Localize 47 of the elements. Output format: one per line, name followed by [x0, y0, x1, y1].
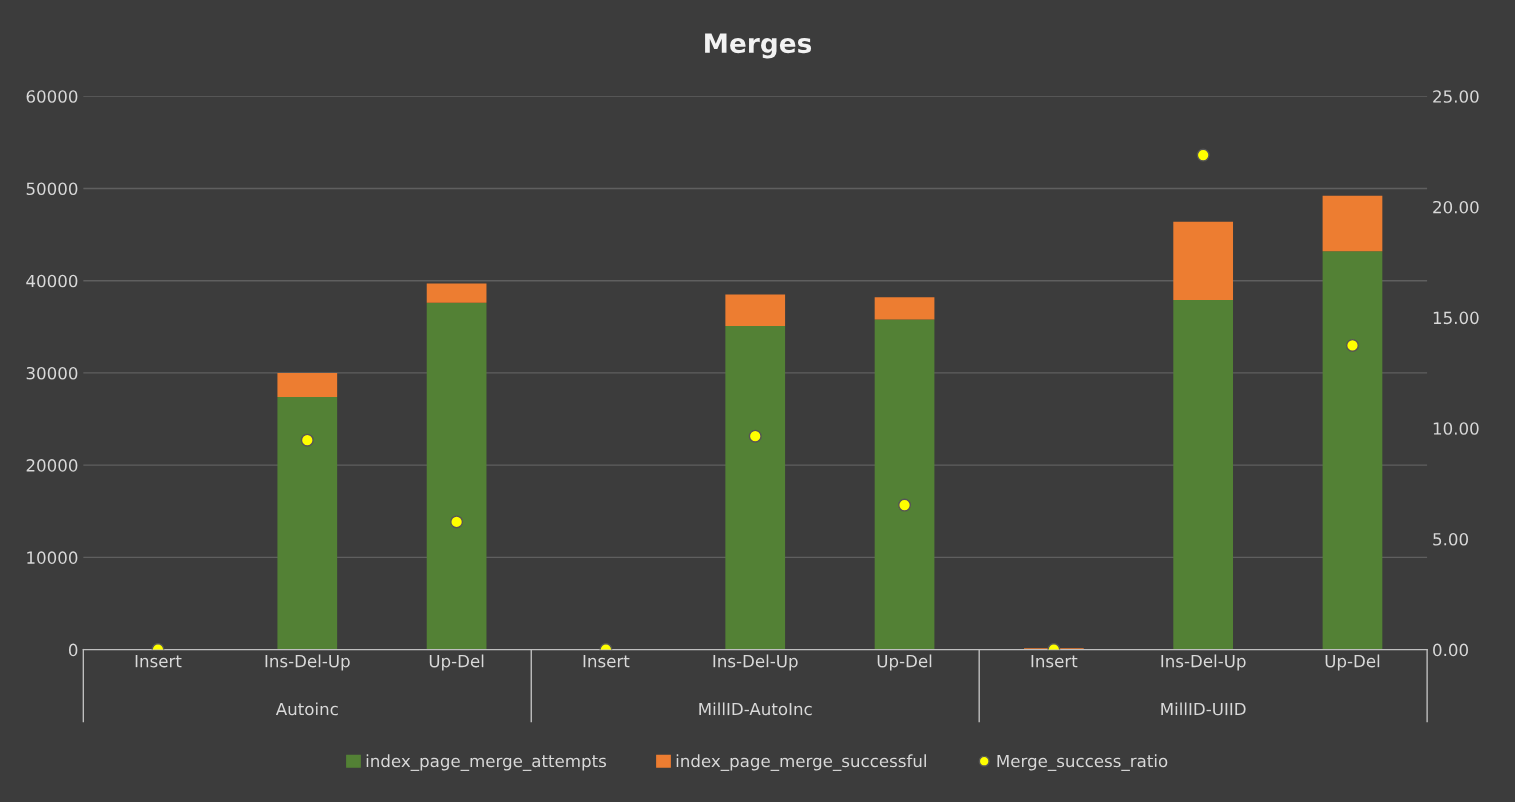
chart-title: Merges [705, 33, 812, 59]
y2-tick-label: 5.00 [1433, 532, 1468, 546]
bar [1173, 300, 1234, 650]
point [748, 429, 762, 443]
x-tick-label: Up-Del [429, 654, 484, 671]
y-tick-label: 10000 [27, 551, 78, 564]
bar [426, 283, 487, 303]
x-tick-label: Ins-Del-Up [1161, 654, 1246, 671]
text: Autoinc [275, 702, 338, 716]
bar [1322, 251, 1383, 650]
point [450, 515, 464, 529]
bar [725, 294, 786, 326]
legend-label: index_page_merge_attempts [366, 754, 607, 771]
y-tick-label: 0 [68, 643, 78, 657]
point [300, 433, 314, 447]
bar [1173, 221, 1234, 301]
y-tick-label: 40000 [26, 274, 78, 288]
y-tick-label: 60000 [26, 90, 78, 103]
y-tick-label: 30000 [26, 366, 78, 380]
y2-tick-label: 15.00 [1433, 311, 1479, 325]
x-tick-label: Up-Del [877, 654, 932, 671]
x-tick-label: Up-Del [1325, 654, 1380, 671]
bar [874, 297, 935, 320]
bar [874, 319, 935, 650]
text: MillID-AutoInc [699, 702, 812, 716]
y2-tick-label: 0.00 [1433, 643, 1468, 657]
y2-tick-label: 10.00 [1433, 422, 1479, 435]
bar [725, 325, 786, 650]
legend-label: Merge_success_ratio [997, 754, 1168, 771]
bar [277, 372, 338, 397]
bar [426, 302, 487, 650]
point [898, 498, 912, 512]
point [1345, 338, 1359, 352]
y-tick-label: 20000 [26, 459, 78, 472]
point [1196, 148, 1210, 162]
y-tick-label: 50000 [26, 182, 78, 196]
bar [1322, 195, 1383, 252]
x-tick-label: Insert [135, 654, 182, 668]
bar [277, 396, 338, 650]
x-tick-label: Insert [583, 654, 630, 668]
y2-tick-label: 25.00 [1433, 90, 1479, 103]
legend-label: index_page_merge_successful [676, 754, 926, 771]
x-tick-label: Ins-Del-Up [713, 654, 798, 671]
text: MillID-UIID [1161, 702, 1246, 716]
x-tick-label: Ins-Del-Up [265, 654, 350, 671]
y2-tick-label: 20.00 [1433, 200, 1479, 214]
x-tick-label: Insert [1031, 654, 1078, 668]
